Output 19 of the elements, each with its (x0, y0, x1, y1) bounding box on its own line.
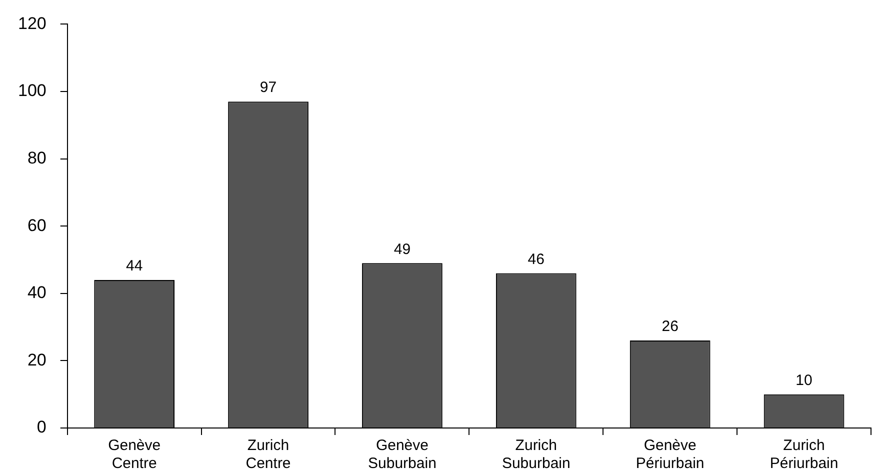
data-label: 26 (662, 318, 678, 336)
data-label: 97 (260, 79, 277, 96)
data-label: 10 (796, 372, 812, 389)
x-tick-label: Genève Périurbain (636, 437, 704, 472)
y-tick-label: 20 (27, 350, 46, 370)
y-tick-label: 100 (18, 81, 46, 100)
x-tick-label: Zurich Périurbain (770, 437, 838, 472)
y-tick-label: 0 (36, 418, 46, 437)
x-tick-label: Zurich Centre (246, 437, 291, 472)
y-tick-label: 60 (27, 216, 46, 235)
y-tick-label: 120 (18, 14, 46, 33)
y-tick-label: 80 (27, 148, 46, 168)
x-tick-label: Zurich Suburbain (502, 437, 570, 472)
x-tick-label: Genève Suburbain (368, 437, 436, 472)
y-tick-label: 40 (27, 283, 46, 302)
data-label: 49 (394, 240, 411, 258)
data-label: 46 (528, 250, 544, 268)
data-label: 44 (126, 258, 143, 275)
x-tick-label: Genève Centre (108, 437, 161, 472)
